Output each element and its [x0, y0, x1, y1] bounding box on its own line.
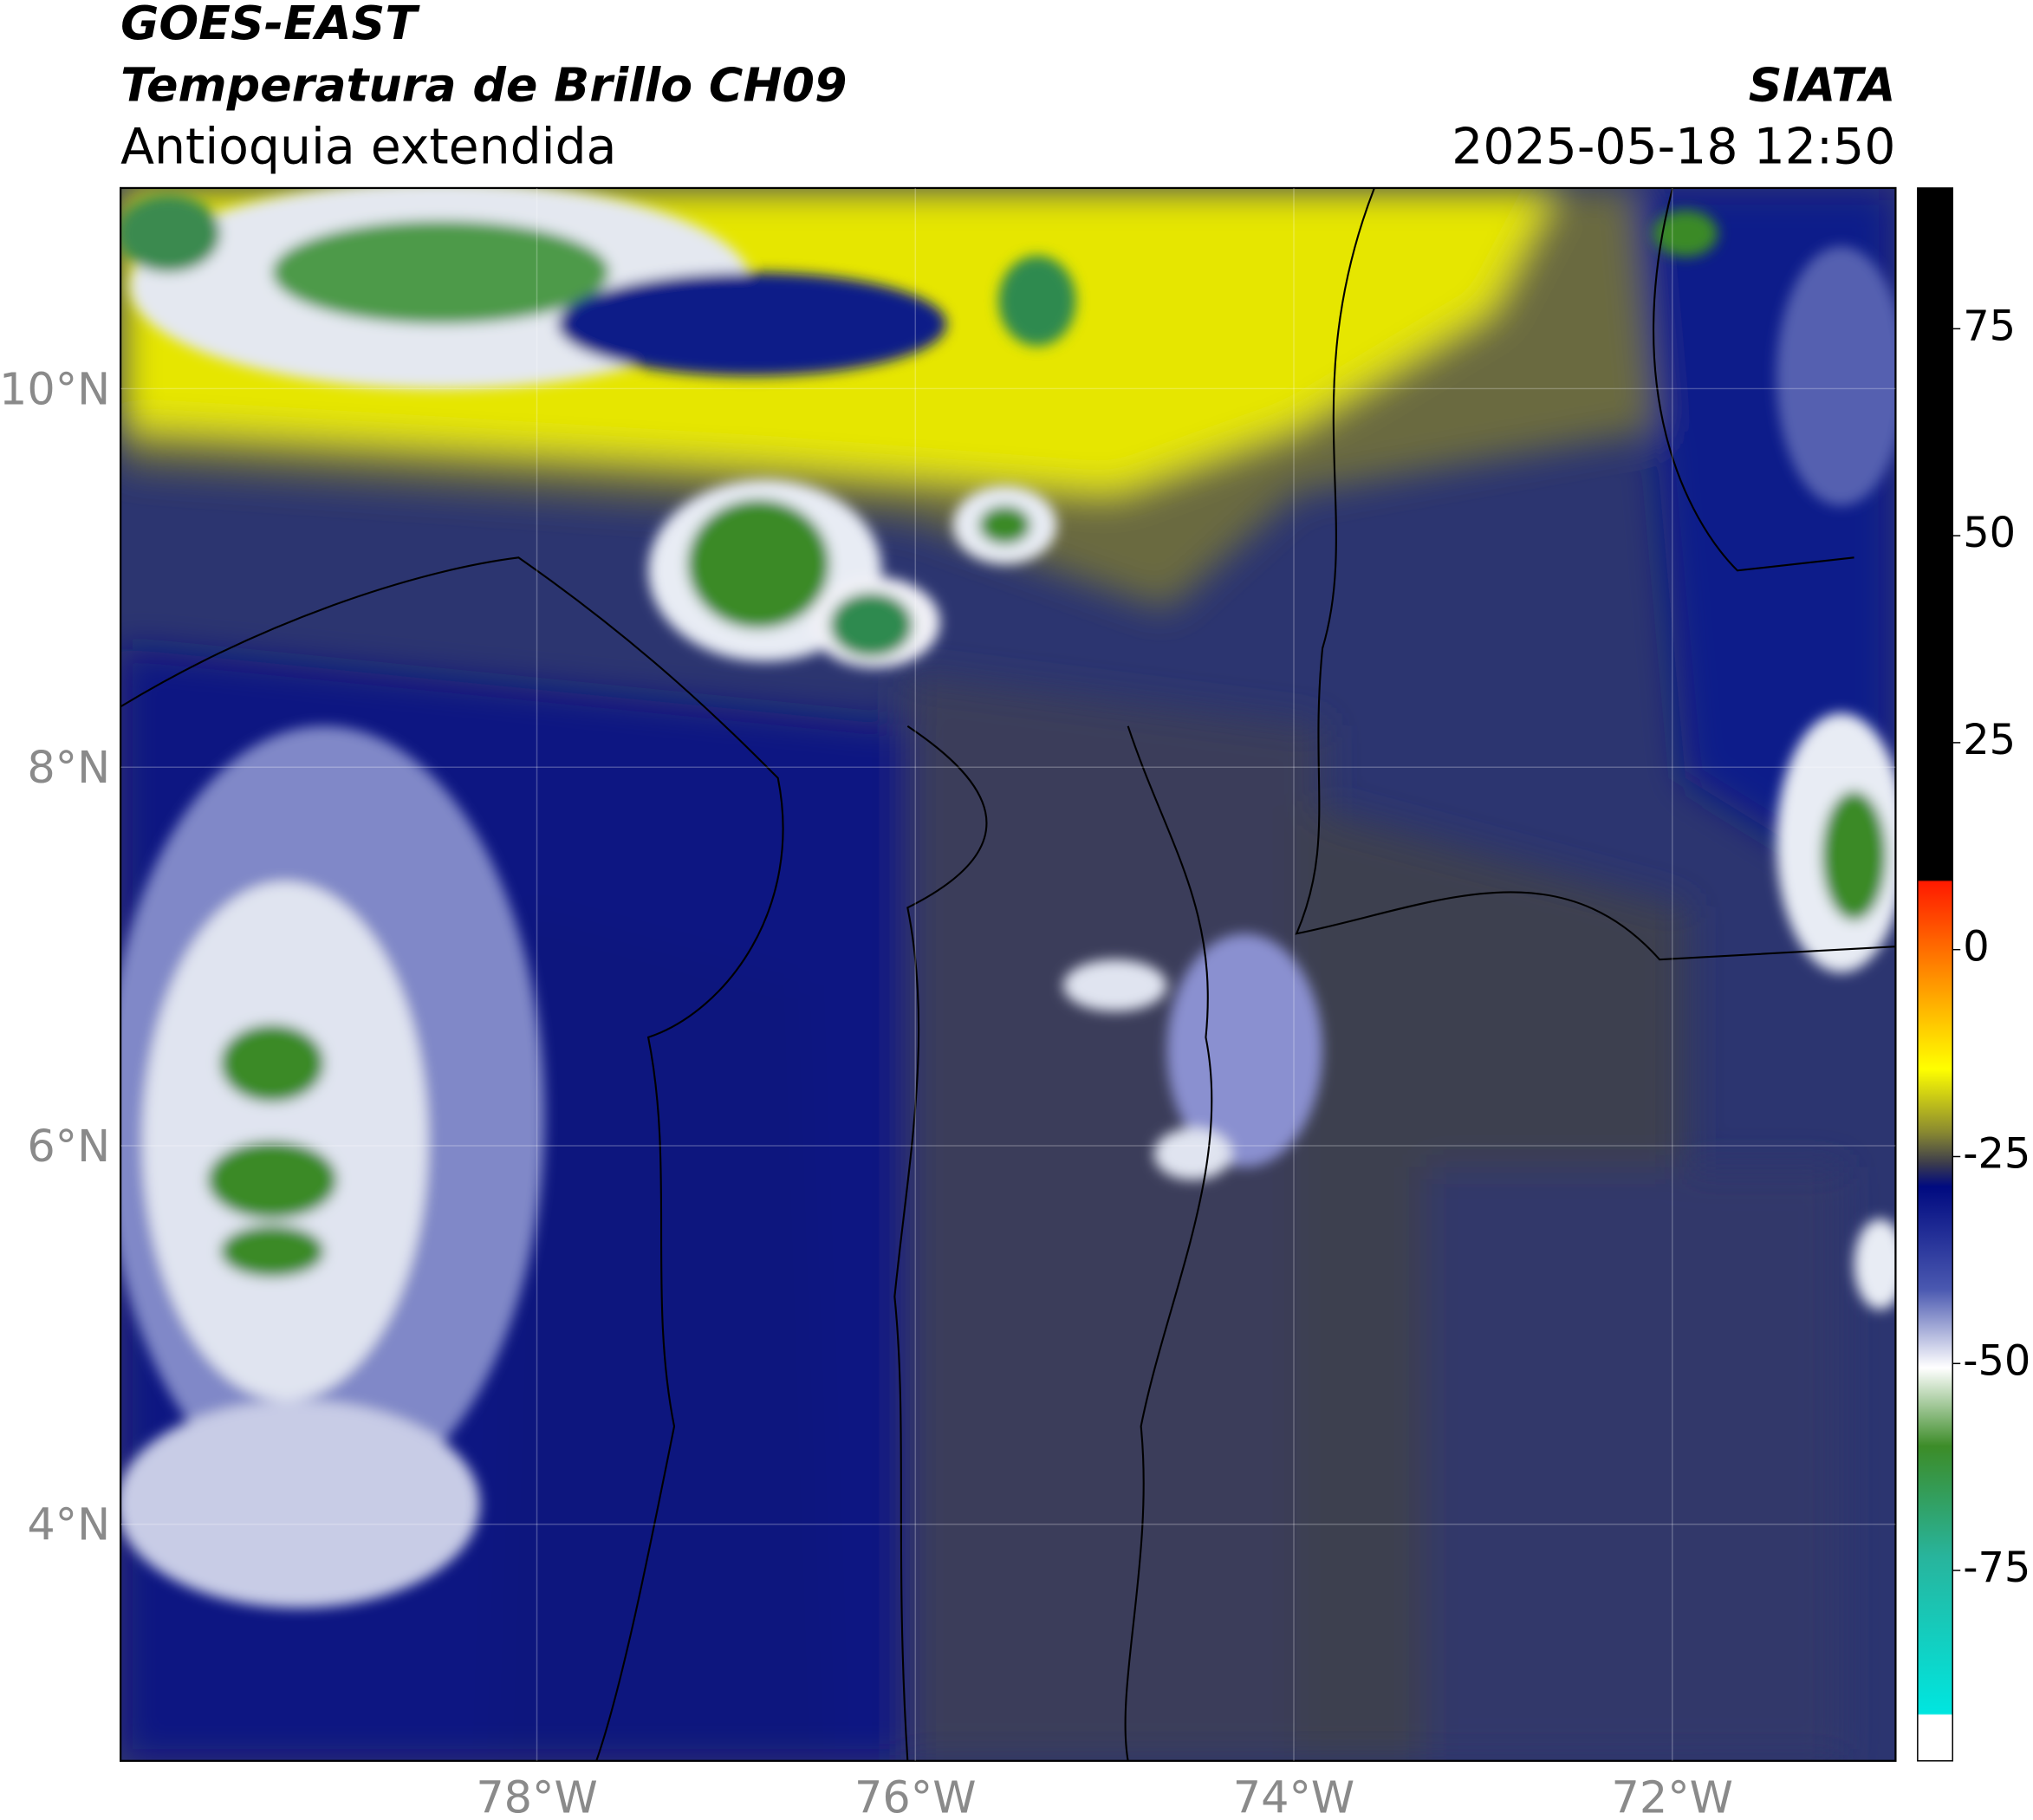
colorbar-tick-label: 50 — [1963, 510, 2016, 557]
agency: SIATA — [1749, 58, 1896, 113]
colorbar-tick-label: -25 — [1963, 1130, 2030, 1178]
colorbar — [1917, 187, 1953, 1762]
lon-tick-label: 78°W — [476, 1772, 597, 1820]
lat-tick-label: 8°N — [27, 742, 110, 793]
lon-tick-label: 74°W — [1233, 1772, 1354, 1820]
datetime: 2025-05-18 12:50 — [1452, 119, 1895, 176]
lat-tick-label: 6°N — [27, 1121, 110, 1172]
colorbar-tick-label: 75 — [1963, 302, 2016, 350]
colorbar-tick-label: -50 — [1963, 1337, 2030, 1385]
title: GOES-EAST — [120, 0, 420, 50]
map-frame — [120, 186, 1897, 1762]
lon-tick-label: 76°W — [854, 1772, 976, 1820]
satellite-image — [120, 187, 1896, 1761]
lat-tick-label: 10°N — [0, 363, 110, 414]
lon-tick-label: 72°W — [1612, 1772, 1733, 1820]
colorbar-tick-label: -75 — [1963, 1544, 2030, 1592]
lat-tick-label: 4°N — [27, 1499, 110, 1550]
subtitle: Temperatura de Brillo CH09 — [120, 58, 847, 113]
colorbar-tick-label: 0 — [1963, 924, 1989, 972]
colorbar-tick-label: 25 — [1963, 717, 2016, 764]
region: Antioquia extendida — [120, 119, 616, 176]
